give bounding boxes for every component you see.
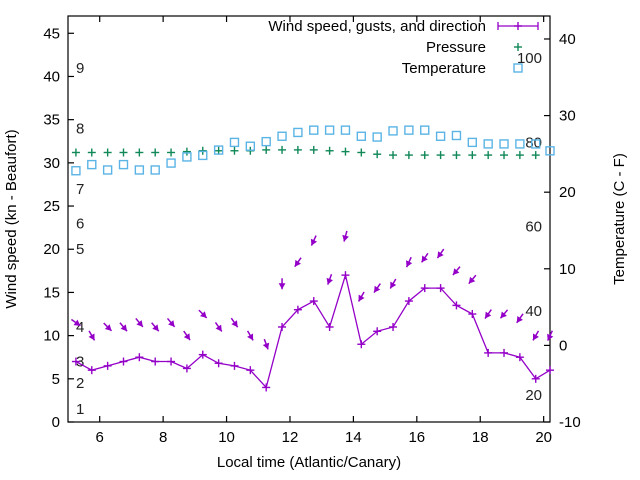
y2-tick-label: 0 <box>559 337 567 354</box>
y2-tick-label: 10 <box>559 261 576 278</box>
x-tick-label: 20 <box>535 429 552 446</box>
x-tick-label: 16 <box>408 429 425 446</box>
y-tick-label: 45 <box>43 25 60 42</box>
fahrenheit-label: 40 <box>525 303 542 320</box>
x-tick-label: 18 <box>472 429 489 446</box>
beaufort-label: 2 <box>76 375 84 392</box>
y2-tick-label: 30 <box>559 108 576 125</box>
series-wind-speed <box>71 271 554 392</box>
y2-tick-label: 40 <box>559 31 576 48</box>
x-axis-title: Local time (Atlantic/Canary) <box>217 454 401 471</box>
y-axis-title: Wind speed (kn - Beaufort) <box>3 129 20 308</box>
y-tick-label: 5 <box>52 371 60 388</box>
y-tick-label: 35 <box>43 112 60 129</box>
beaufort-label: 4 <box>76 319 84 336</box>
legend-label-2: Temperature <box>402 60 486 77</box>
y2-axis-title: Temperature (C - F) <box>611 153 628 285</box>
y2-tick-label: 20 <box>559 184 576 201</box>
fahrenheit-label: 100 <box>517 50 542 67</box>
beaufort-label: 5 <box>76 241 84 258</box>
x-tick-label: 14 <box>345 429 362 446</box>
y-tick-label: 0 <box>52 414 60 431</box>
x-tick-label: 10 <box>218 429 235 446</box>
series-temperature <box>71 125 555 176</box>
beaufort-label: 9 <box>76 60 84 77</box>
legend-glyph-2 <box>513 63 523 73</box>
fahrenheit-label: 20 <box>525 387 542 404</box>
x-tick-label: 8 <box>159 429 167 446</box>
legend-label-1: Pressure <box>426 39 486 56</box>
y-tick-label: 25 <box>43 198 60 215</box>
beaufort-label: 8 <box>76 120 84 137</box>
series-gust-direction <box>70 230 554 350</box>
legend-glyph-1 <box>514 43 522 51</box>
beaufort-label: 7 <box>76 181 84 198</box>
y2-tick-label: -10 <box>559 414 581 431</box>
x-tick-label: 12 <box>282 429 299 446</box>
plot-frame <box>67 15 551 423</box>
series-pressure <box>71 145 540 160</box>
y-tick-label: 20 <box>43 241 60 258</box>
y-tick-label: 10 <box>43 328 60 345</box>
y-tick-label: 15 <box>43 284 60 301</box>
fahrenheit-label: 60 <box>525 219 542 236</box>
x-tick-label: 6 <box>96 429 104 446</box>
y-tick-label: 40 <box>43 68 60 85</box>
y-tick-label: 30 <box>43 155 60 172</box>
fahrenheit-label: 80 <box>525 134 542 151</box>
beaufort-label: 1 <box>76 401 84 418</box>
legend-label-0: Wind speed, gusts, and direction <box>268 18 486 35</box>
legend-glyph-0 <box>497 22 539 30</box>
beaufort-label: 6 <box>76 215 84 232</box>
beaufort-label: 3 <box>76 354 84 371</box>
